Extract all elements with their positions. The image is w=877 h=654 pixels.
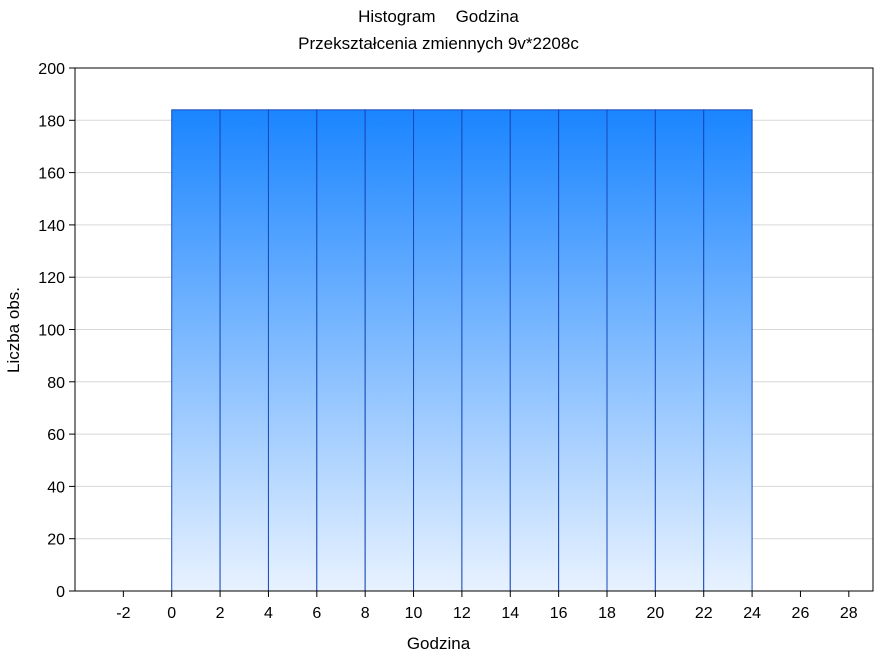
histogram-bar — [703, 109, 753, 592]
y-tick: 120 — [38, 270, 75, 287]
x-tick-label: 0 — [167, 605, 176, 622]
y-tick-label: 120 — [38, 270, 65, 287]
x-tick-label: 2 — [216, 605, 225, 622]
x-tick-label: 28 — [840, 605, 858, 622]
y-tick: 180 — [38, 113, 75, 130]
y-tick: 200 — [38, 61, 75, 78]
histogram-bar — [364, 109, 415, 592]
y-tick-label: 100 — [38, 323, 65, 340]
x-tick-label: 18 — [598, 605, 616, 622]
x-tick: 6 — [312, 591, 321, 622]
x-tick: 14 — [501, 591, 519, 622]
y-tick-label: 20 — [47, 532, 65, 549]
histogram-bar — [267, 109, 318, 592]
y-tick: 80 — [47, 375, 75, 392]
y-tick: 60 — [47, 427, 75, 444]
histogram-bar — [558, 109, 608, 592]
y-tick: 20 — [47, 532, 75, 549]
x-tick-label: 6 — [312, 605, 321, 622]
x-tick-label: 10 — [405, 605, 423, 622]
x-tick: 12 — [453, 591, 471, 622]
chart-title-variable: Godzina — [455, 7, 519, 26]
x-tick-label: 8 — [361, 605, 370, 622]
x-tick-label: 24 — [743, 605, 761, 622]
x-tick: 18 — [598, 591, 616, 622]
histogram-bar — [219, 109, 269, 592]
y-tick-label: 200 — [38, 61, 65, 78]
histogram-bar — [171, 109, 221, 592]
y-tick: 40 — [47, 479, 75, 496]
x-tick: 10 — [405, 591, 423, 622]
x-tick-label: 4 — [264, 605, 273, 622]
histogram-bar — [461, 109, 511, 592]
x-tick: 0 — [167, 591, 176, 622]
y-tick-label: 40 — [47, 479, 65, 496]
y-tick: 160 — [38, 166, 75, 183]
x-tick-label: 14 — [501, 605, 519, 622]
y-tick: 0 — [56, 584, 75, 601]
y-tick-label: 180 — [38, 113, 65, 130]
x-axis-label: Godzina — [406, 634, 471, 653]
y-tick: 100 — [38, 323, 75, 340]
x-tick: 26 — [792, 591, 810, 622]
x-tick: 8 — [361, 591, 370, 622]
x-tick: 20 — [646, 591, 664, 622]
histogram-bar — [654, 109, 705, 592]
histogram-bar — [413, 109, 463, 592]
x-tick: 2 — [216, 591, 225, 622]
y-tick-label: 140 — [38, 218, 65, 235]
histogram-bar — [316, 109, 366, 592]
histogram-bar — [606, 109, 656, 592]
x-tick: 22 — [695, 591, 713, 622]
chart-title: Histogram Godzina — [0, 7, 877, 27]
histogram-bars — [171, 109, 753, 592]
x-tick-label: 12 — [453, 605, 471, 622]
chart-title-text: Histogram — [358, 7, 436, 26]
x-tick-label: -2 — [116, 605, 130, 622]
y-axis-label: Liczba obs. — [4, 287, 23, 373]
y-axis: 0 20 40 60 80 100 120 140 160 180 200 — [38, 61, 75, 601]
x-tick: 24 — [743, 591, 761, 622]
chart-subtitle: Przekształcenia zmiennych 9v*2208c — [298, 34, 579, 53]
y-tick: 140 — [38, 218, 75, 235]
x-tick-label: 20 — [646, 605, 664, 622]
x-tick: 4 — [264, 591, 273, 622]
x-axis: -2 0 2 4 6 8 10 12 14 16 18 20 22 24 26 28 — [116, 591, 858, 622]
y-tick-label: 0 — [56, 584, 65, 601]
histogram-bar — [509, 109, 560, 592]
y-tick-label: 160 — [38, 166, 65, 183]
y-tick-label: 60 — [47, 427, 65, 444]
x-tick-label: 16 — [550, 605, 568, 622]
x-tick-label: 26 — [792, 605, 810, 622]
x-tick: 16 — [550, 591, 568, 622]
x-tick: 28 — [840, 591, 858, 622]
x-tick: -2 — [116, 591, 131, 622]
x-tick-label: 22 — [695, 605, 713, 622]
y-tick-label: 80 — [47, 375, 65, 392]
